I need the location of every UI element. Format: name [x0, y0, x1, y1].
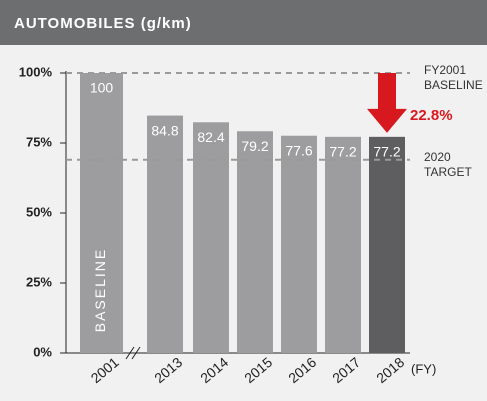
baseline-label: BASELINE [92, 248, 108, 332]
y-tick-label: 75% [26, 134, 52, 149]
reference-label-line: TARGET [424, 165, 472, 179]
x-unit: (FY) [411, 361, 436, 376]
reference-label: 2020 TARGET [424, 150, 472, 179]
value-label: 77.2 [373, 144, 400, 160]
value-label: 100 [90, 80, 114, 96]
reference-label: FY2001 BASELINE [424, 63, 483, 92]
value-label: 82.4 [197, 129, 224, 145]
value-label: 84.8 [151, 122, 178, 138]
y-tick-label: 0% [33, 344, 52, 359]
y-tick-label: 25% [26, 274, 52, 289]
axis-break [125, 346, 141, 360]
bar [193, 122, 229, 353]
header-bar [0, 0, 487, 45]
reference-label-line: FY2001 [424, 63, 466, 77]
bar [80, 73, 123, 353]
bar [325, 136, 361, 353]
reference-label-line: BASELINE [424, 78, 483, 92]
y-tick-label: 100% [19, 64, 53, 79]
bar [281, 135, 317, 353]
y-tick-label: 50% [26, 204, 52, 219]
value-label: 77.2 [329, 144, 356, 160]
value-label: 77.6 [285, 142, 312, 158]
bar [369, 136, 405, 353]
bar [237, 131, 273, 353]
chart-title: AUTOMOBILES (g/km) [14, 15, 192, 32]
reduction-arrow [367, 73, 407, 133]
bar [147, 115, 183, 353]
reference-label-line: 2020 [424, 150, 451, 164]
value-label: 79.2 [241, 138, 268, 154]
reduction-label: 22.8% [410, 107, 453, 124]
